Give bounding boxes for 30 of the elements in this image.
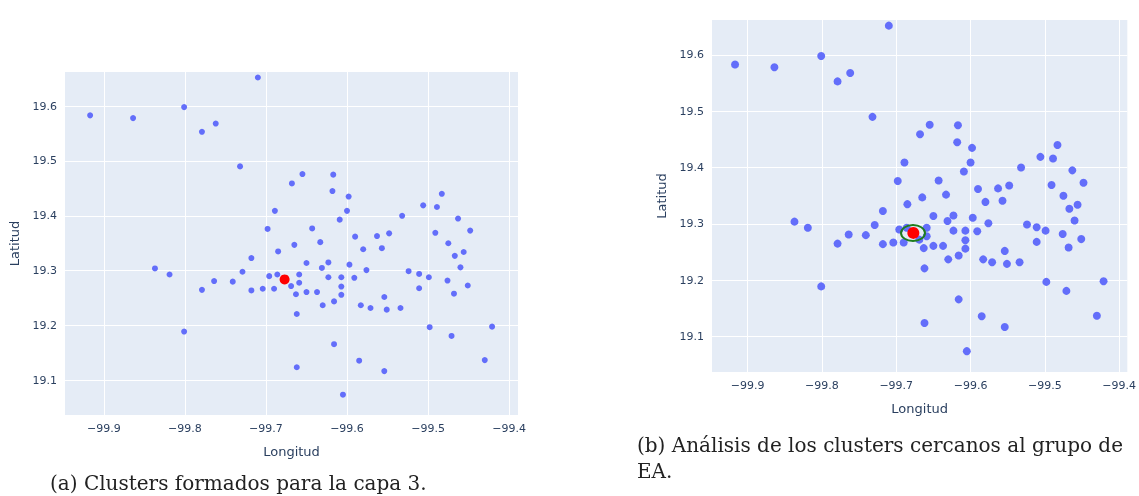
x-tick-label: −99.4 (1102, 379, 1136, 392)
x-tick-label: −99.9 (87, 422, 121, 435)
y-tick-label: 19.5 (32, 154, 57, 168)
x-tick-label: −99.4 (492, 422, 526, 435)
y-tick-label: 19.1 (32, 373, 57, 387)
x-tick-label: −99.5 (411, 422, 445, 435)
x-tick-label: −99.8 (168, 422, 202, 435)
x-tick-label: −99.6 (330, 422, 364, 435)
x-axis-title: Longitud (891, 401, 948, 416)
text: (b) Análisis de los clusters cercanos al grupo de EA. (637, 432, 1124, 484)
x-tick-label: −99.6 (953, 379, 988, 392)
text: (a) Clusters formados para la capa 3. (50, 470, 428, 496)
x-tick-label: −99.7 (879, 379, 914, 392)
y-tick-label: 19.4 (32, 209, 57, 223)
x-tick-label: −99.5 (1027, 379, 1062, 392)
y-tick-label: 19.1 (679, 330, 704, 344)
x-tick-label: −99.8 (805, 379, 839, 392)
y-tick-label: 19.6 (32, 99, 57, 113)
y-tick-label: 19.3 (679, 217, 704, 231)
x-tick-label: −99.7 (249, 422, 283, 435)
y-axis-title: Latitud (7, 220, 22, 267)
x-axis-title: Longitud (263, 444, 320, 459)
y-tick-label: 19.3 (32, 264, 57, 278)
y-tick-label: 19.2 (32, 319, 57, 333)
y-tick-label: 19.6 (679, 48, 704, 62)
y-tick-label: 19.4 (679, 161, 704, 175)
y-tick-label: 19.2 (679, 273, 704, 287)
y-axis-title: Latitud (654, 173, 669, 219)
y-tick-label: 19.5 (679, 104, 704, 118)
x-tick-label: −99.9 (730, 379, 765, 392)
